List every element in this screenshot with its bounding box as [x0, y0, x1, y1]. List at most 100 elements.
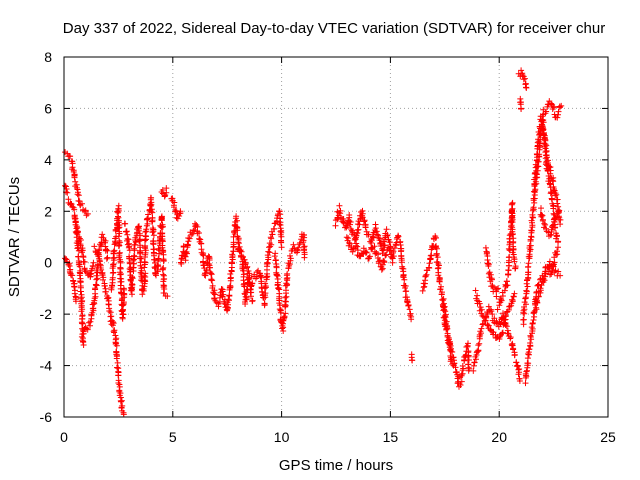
data-point — [104, 247, 111, 254]
data-point — [345, 235, 352, 242]
data-point — [110, 248, 117, 255]
data-point — [101, 282, 108, 289]
series-track — [482, 244, 502, 300]
data-point — [142, 232, 149, 239]
data-point — [343, 234, 350, 241]
data-point — [502, 320, 509, 326]
y-tick-label: -2 — [40, 306, 53, 322]
data-point — [509, 231, 516, 238]
data-point — [405, 302, 412, 309]
data-point — [549, 222, 556, 229]
data-point — [542, 141, 549, 148]
data-point — [240, 273, 247, 280]
data-point — [521, 306, 528, 313]
data-point — [80, 328, 87, 335]
series-track — [202, 213, 256, 314]
data-point — [135, 224, 142, 231]
data-point — [510, 346, 517, 353]
data-point — [475, 342, 482, 349]
data-point — [529, 320, 536, 326]
data-point — [400, 265, 407, 272]
data-point — [75, 261, 82, 268]
series-track — [343, 234, 394, 273]
data-point — [557, 221, 564, 228]
data-point — [541, 277, 548, 284]
data-point — [529, 207, 536, 214]
data-point — [67, 200, 74, 207]
data-point — [464, 343, 471, 350]
data-point — [268, 235, 275, 242]
data-point — [483, 314, 490, 321]
data-point — [191, 227, 198, 233]
data-point — [525, 253, 532, 260]
data-point — [382, 252, 389, 259]
data-point — [77, 270, 84, 277]
data-point — [525, 260, 532, 267]
data-point — [268, 241, 275, 248]
data-point — [196, 230, 202, 236]
data-point — [96, 246, 103, 253]
data-point — [368, 237, 375, 244]
data-point — [381, 242, 388, 249]
data-point — [476, 300, 483, 307]
data-point — [555, 239, 561, 246]
y-axis-label: SDTVAR / TECUs — [6, 177, 23, 297]
data-point — [149, 218, 156, 225]
y-tick-label: 6 — [44, 100, 52, 116]
data-point — [103, 246, 110, 253]
data-point — [161, 290, 168, 296]
data-point — [336, 202, 343, 209]
data-point — [62, 182, 69, 189]
data-point — [533, 304, 540, 311]
data-point — [249, 280, 256, 287]
series-track — [71, 213, 97, 280]
data-point — [238, 248, 245, 255]
data-point — [160, 271, 167, 278]
data-point — [458, 378, 465, 385]
data-point — [554, 200, 561, 207]
data-point — [77, 237, 84, 243]
data-point — [534, 151, 540, 158]
series-track — [121, 194, 171, 300]
data-point — [485, 263, 492, 269]
data-point — [493, 334, 500, 341]
data-point — [539, 216, 546, 223]
data-point — [451, 360, 458, 367]
data-point — [71, 290, 78, 297]
data-point — [71, 174, 78, 181]
data-point — [100, 276, 106, 283]
data-point — [352, 235, 359, 242]
data-point — [355, 226, 362, 233]
data-point — [525, 269, 532, 276]
data-point — [70, 167, 77, 174]
data-point — [476, 340, 483, 347]
data-point — [383, 226, 390, 233]
data-point — [160, 258, 167, 265]
series-track — [235, 208, 285, 309]
data-point — [115, 219, 122, 226]
data-point — [366, 253, 373, 260]
data-point — [530, 204, 537, 211]
data-point — [172, 207, 179, 214]
series-track — [390, 232, 415, 323]
data-point — [154, 268, 161, 275]
data-point — [123, 228, 130, 235]
data-point — [73, 298, 79, 305]
data-point — [340, 219, 347, 226]
data-point — [540, 126, 547, 133]
data-point — [508, 201, 515, 208]
data-point — [84, 326, 91, 333]
data-point — [375, 260, 382, 267]
data-point — [159, 223, 166, 230]
data-point — [113, 342, 120, 349]
data-point — [202, 270, 209, 277]
data-point — [290, 241, 297, 248]
series-track — [177, 220, 209, 279]
data-point — [209, 277, 216, 284]
data-point — [68, 201, 75, 207]
series-track — [494, 199, 519, 313]
data-point — [115, 372, 122, 379]
series-track — [408, 351, 416, 364]
data-point — [495, 285, 502, 292]
data-point — [438, 291, 445, 298]
